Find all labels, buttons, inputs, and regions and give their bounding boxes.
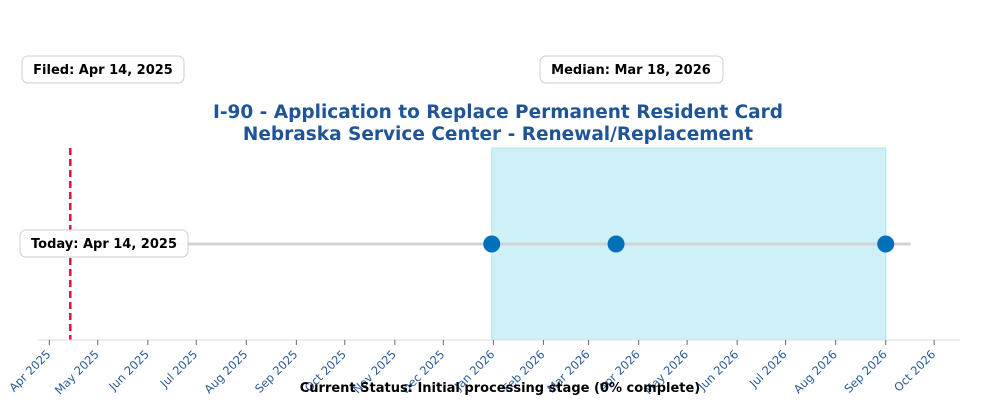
chart-title-line1: I-90 - Application to Replace Permanent … [213,102,783,123]
x-tick-label: Oct 2026 [891,347,938,394]
x-tick-label: Jun 2026 [695,347,742,394]
current-status-text: Current Status: Initial processing stage… [300,381,701,396]
x-tick-label: Apr 2025 [6,347,53,394]
x-tick-label: Aug 2025 [201,347,250,396]
milestone-markers [483,235,895,253]
x-tick-label: Aug 2026 [791,347,840,396]
median-label-box: Median: Mar 18, 2026 [539,55,724,84]
milestone-marker-3 [877,235,895,253]
x-tick-label: Sep 2025 [252,347,301,396]
x-tick-label: Jul 2026 [746,347,790,391]
chart-title-line2: Nebraska Service Center - Renewal/Replac… [243,124,753,145]
filed-label: Filed: Apr 14, 2025 [33,63,173,78]
x-tick-label: Jun 2025 [105,347,152,394]
milestone-marker-2 [607,235,625,253]
filed-label-box: Filed: Apr 14, 2025 [21,55,185,84]
today-label-box: Today: Apr 14, 2025 [19,229,189,258]
milestone-marker-1 [483,235,501,253]
today-label: Today: Apr 14, 2025 [31,237,177,252]
median-label: Median: Mar 18, 2026 [551,63,711,78]
x-tick-label: Jul 2025 [157,347,201,391]
x-tick-label: May 2025 [52,347,102,397]
x-tick-label: Sep 2026 [841,347,890,396]
